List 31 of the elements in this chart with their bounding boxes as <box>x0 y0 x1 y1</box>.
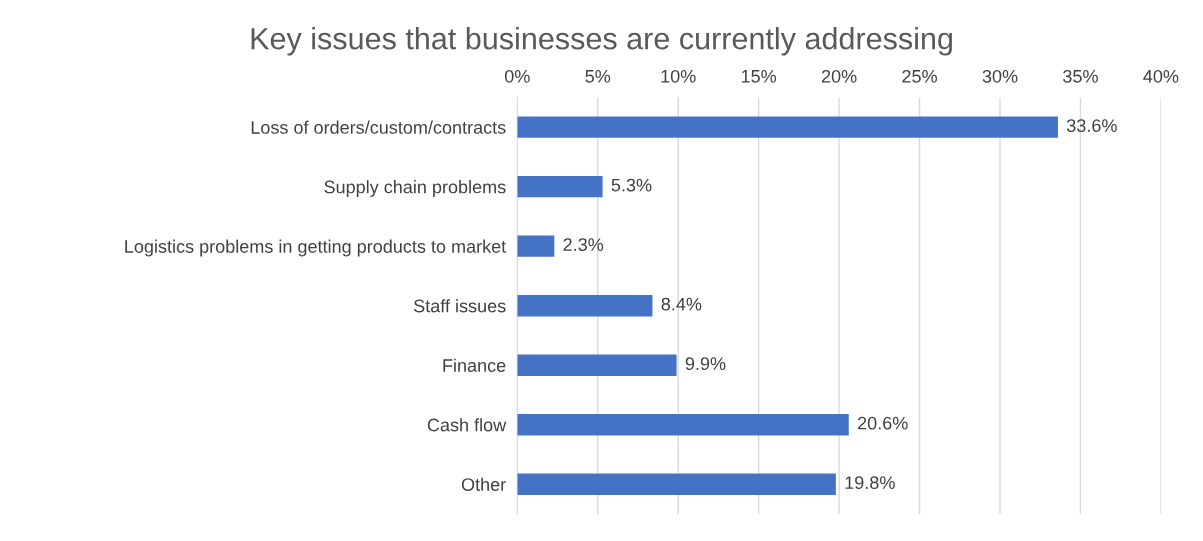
bar <box>517 413 849 436</box>
x-tick-label: 25% <box>902 69 937 83</box>
data-label: 19.8% <box>845 476 895 490</box>
data-label: 8.4% <box>661 297 702 311</box>
y-tick-label: Cash flow <box>427 418 507 432</box>
y-tick-label: Other <box>461 477 506 491</box>
data-label: 5.3% <box>611 178 652 192</box>
x-tick-label: 30% <box>982 69 1018 83</box>
chart-title: Key issues that businesses are currently addressing <box>251 27 952 56</box>
x-tick-label: 5% <box>585 69 611 83</box>
bar <box>517 473 836 495</box>
data-label: 2.3% <box>563 238 604 251</box>
bar <box>517 235 555 257</box>
bar <box>517 116 1058 138</box>
bar <box>517 294 653 317</box>
y-tick-label: Logistics problems in getting products to market <box>125 239 507 257</box>
y-tick-label: Finance <box>443 358 506 372</box>
x-tick-label: 0% <box>504 69 530 83</box>
data-label: 20.6% <box>857 416 908 430</box>
data-label: 9.9% <box>685 357 726 371</box>
x-tick-label: 10% <box>661 69 696 83</box>
y-tick-label: Loss of orders/custom/contracts <box>251 120 506 134</box>
x-tick-label: 35% <box>1063 69 1098 83</box>
y-tick-label: Supply chain problems <box>324 180 506 197</box>
y-tick-label: Staff issues <box>413 299 506 313</box>
bar <box>517 175 603 198</box>
data-label: 33.6% <box>1066 119 1117 132</box>
bar <box>517 354 677 376</box>
x-tick-label: 20% <box>821 69 857 83</box>
x-tick-label: 15% <box>741 69 777 83</box>
x-tick-label: 40% <box>1143 69 1179 83</box>
